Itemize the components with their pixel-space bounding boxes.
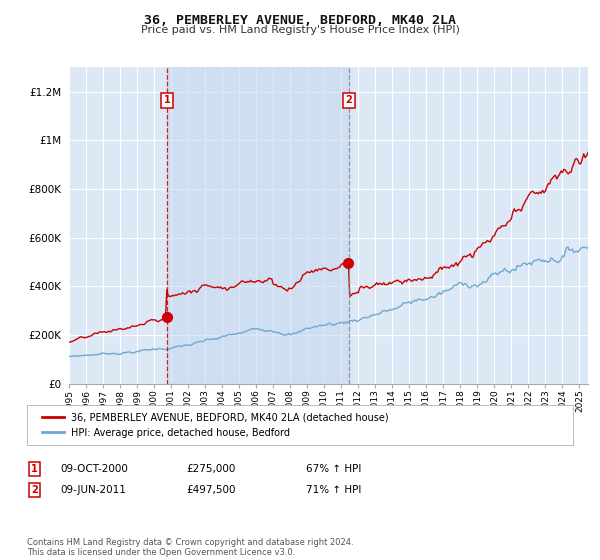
Text: Contains HM Land Registry data © Crown copyright and database right 2024.
This d: Contains HM Land Registry data © Crown c… <box>27 538 353 557</box>
Text: £275,000: £275,000 <box>186 464 235 474</box>
Text: 09-JUN-2011: 09-JUN-2011 <box>60 485 126 495</box>
Text: 1: 1 <box>164 95 171 105</box>
Text: 36, PEMBERLEY AVENUE, BEDFORD, MK40 2LA: 36, PEMBERLEY AVENUE, BEDFORD, MK40 2LA <box>144 14 456 27</box>
Text: 71% ↑ HPI: 71% ↑ HPI <box>306 485 361 495</box>
Text: 2: 2 <box>346 95 352 105</box>
Text: 67% ↑ HPI: 67% ↑ HPI <box>306 464 361 474</box>
Text: £497,500: £497,500 <box>186 485 235 495</box>
Text: 09-OCT-2000: 09-OCT-2000 <box>60 464 128 474</box>
Legend: 36, PEMBERLEY AVENUE, BEDFORD, MK40 2LA (detached house), HPI: Average price, de: 36, PEMBERLEY AVENUE, BEDFORD, MK40 2LA … <box>37 408 394 442</box>
Bar <box>167 67 349 384</box>
Text: Price paid vs. HM Land Registry's House Price Index (HPI): Price paid vs. HM Land Registry's House … <box>140 25 460 35</box>
Text: 2: 2 <box>31 485 38 495</box>
Text: 1: 1 <box>31 464 38 474</box>
